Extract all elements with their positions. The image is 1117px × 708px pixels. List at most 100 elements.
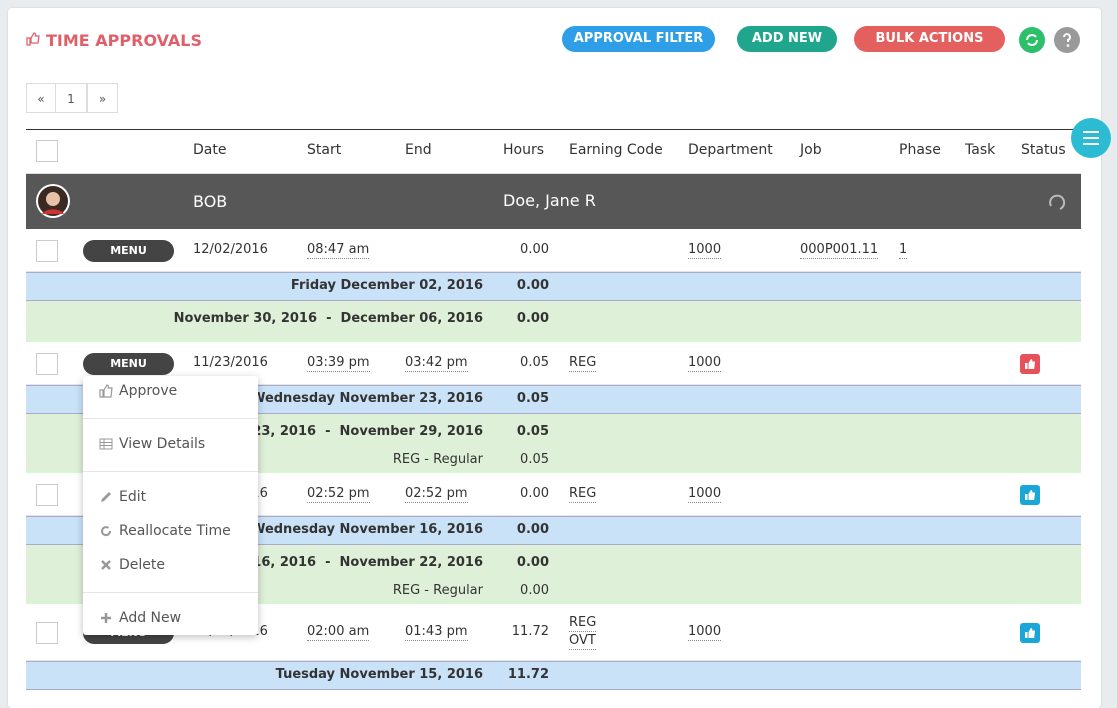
week-summary-row (26, 301, 1081, 342)
menu-item-icon-icon (99, 384, 113, 398)
row-checkbox[interactable] (36, 621, 58, 644)
column-header: Status (1021, 142, 1066, 158)
menu-item-icon-icon (99, 438, 113, 450)
avatar-icon (36, 184, 70, 218)
code-total-hours: 0.05 (520, 452, 549, 467)
entry-row (26, 229, 1081, 272)
row-checkbox[interactable] (36, 352, 58, 375)
entry-end: 02:52 pm (405, 485, 468, 503)
menu-label: MENU (110, 356, 147, 370)
entry-start: 02:00 am (307, 623, 370, 641)
group-code: BOB (193, 192, 228, 211)
help-button-icon (1054, 27, 1080, 53)
group-refresh-icon (1049, 194, 1066, 210)
day-summary-label: Wednesday November 23, 2016 (251, 391, 483, 406)
status-icon[interactable] (1020, 622, 1040, 647)
menu-item-icon (99, 524, 113, 542)
entry-start: 03:39 pm (307, 354, 370, 372)
menu-item[interactable]: Delete (119, 557, 165, 573)
week-summary-hours: 0.00 (516, 555, 549, 570)
button-label: BULK ACTIONS (875, 31, 984, 46)
menu-item[interactable]: Reallocate Time (119, 523, 231, 539)
title-icon (25, 31, 41, 51)
header-bottom-border (26, 173, 1081, 174)
menu-dropdown (83, 376, 258, 635)
day-summary-hours: 11.72 (507, 667, 549, 682)
menu-item[interactable]: Edit (119, 489, 147, 505)
entry-end: 01:43 pm (405, 623, 468, 641)
entry-hours: 0.00 (520, 241, 549, 257)
table-top-border (26, 129, 1081, 130)
menu-item[interactable]: Approve (119, 383, 178, 399)
day-summary-hours: 0.00 (516, 522, 549, 537)
page-link[interactable]: » (87, 83, 118, 113)
column-header: Earning Code (569, 142, 663, 158)
group-refresh[interactable] (1045, 190, 1067, 216)
entry-end: 03:42 pm (405, 354, 468, 372)
menu-item-icon-icon (101, 613, 111, 623)
menu-toggle-icon (1071, 118, 1111, 158)
entry-start: 08:47 am (307, 241, 370, 259)
code-total-label: REG - Regular (392, 452, 483, 467)
entry-department: 1000 (688, 485, 722, 503)
earning-code: REG (569, 485, 597, 503)
column-header: Phase (899, 142, 941, 158)
entry-hours: 0.05 (520, 354, 549, 370)
row-menu-button[interactable]: MENU (83, 239, 174, 262)
menu-item-icon (99, 437, 113, 455)
group-name: Doe, Jane R (503, 191, 596, 210)
refresh-button[interactable] (1018, 26, 1046, 58)
entry-department: 1000 (688, 241, 722, 259)
menu-separator (83, 418, 258, 419)
entry-date: 11/23/2016 (193, 354, 268, 370)
button-label: APPROVAL FILTER (573, 31, 704, 46)
entry-date: 12/02/2016 (193, 241, 268, 257)
column-header: Start (307, 142, 342, 158)
avatar (35, 183, 71, 223)
page-title: TIME APPROVALS (46, 31, 203, 50)
code-total-hours: 0.00 (520, 583, 549, 598)
menu-item-icon-icon (101, 560, 111, 570)
entry-phase: 1 (899, 241, 908, 259)
header-checkbox[interactable] (36, 140, 58, 162)
menu-item[interactable]: Add New (119, 610, 182, 626)
status-icon[interactable] (1020, 353, 1040, 378)
header-button[interactable]: ADD NEW (737, 26, 837, 52)
entry-hours: 0.00 (520, 485, 549, 501)
menu-toggle[interactable] (1071, 118, 1111, 162)
day-summary-row (26, 661, 1081, 690)
menu-item-icon-icon (101, 526, 112, 537)
menu-item-icon-icon (101, 492, 111, 502)
entry-department: 1000 (688, 623, 722, 641)
entry-hours: 11.72 (511, 623, 549, 639)
earning-code: REG (569, 614, 597, 632)
row-menu-button[interactable]: MENU (83, 352, 174, 375)
status-icon-icon (1020, 353, 1040, 374)
status-icon-icon (1020, 484, 1040, 505)
entry-start: 02:52 pm (307, 485, 370, 503)
refresh-button-icon (1019, 27, 1045, 53)
header-button[interactable]: APPROVAL FILTER (562, 26, 715, 52)
day-summary-row (26, 272, 1081, 301)
row-checkbox[interactable] (36, 239, 58, 262)
page-link[interactable]: 1 (55, 83, 87, 113)
day-summary-label: Friday December 02, 2016 (290, 278, 483, 293)
status-icon-icon (1020, 622, 1040, 643)
menu-separator (83, 471, 258, 472)
help-button[interactable] (1053, 26, 1081, 58)
week-summary-hours: 0.05 (516, 424, 549, 439)
week-summary-hours: 0.00 (516, 311, 549, 326)
status-icon[interactable] (1020, 484, 1040, 509)
page-link[interactable]: « (26, 83, 56, 113)
week-summary-label: November 30, 2016 - December 06, 2016 (173, 311, 483, 326)
column-header: End (405, 142, 432, 158)
entry-job: 000P001.11 (800, 241, 879, 259)
header-button[interactable]: BULK ACTIONS (854, 26, 1005, 52)
row-checkbox[interactable] (36, 483, 58, 506)
day-summary-hours: 0.00 (516, 278, 549, 293)
menu-item[interactable]: View Details (119, 436, 206, 452)
menu-item-icon (99, 611, 113, 629)
column-header: Department (688, 142, 773, 158)
menu-label: MENU (110, 243, 147, 257)
